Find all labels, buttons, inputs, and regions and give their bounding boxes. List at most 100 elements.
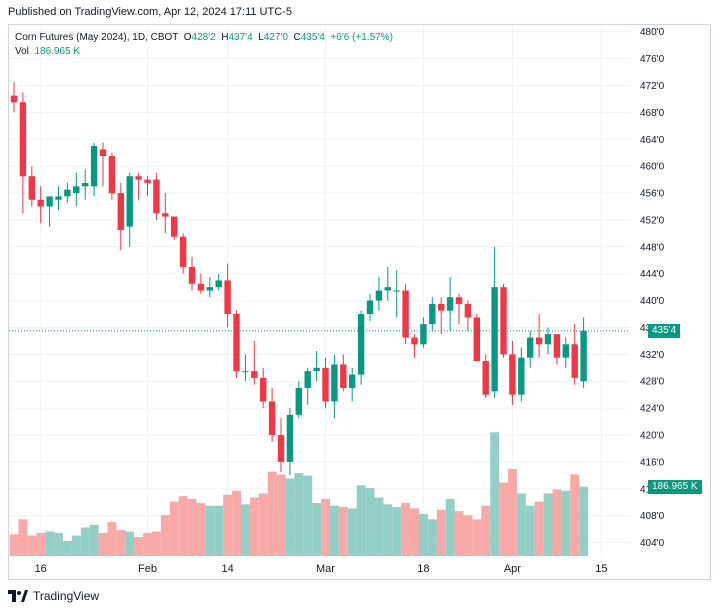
y-tick-label: 472'0 [640, 81, 665, 92]
candle-body [562, 344, 569, 358]
volume-bar [374, 497, 384, 556]
volume-bar [196, 502, 206, 556]
candle-body [420, 324, 427, 345]
legend-row-volume: Vol 186.965 K [15, 45, 393, 59]
candle-body [46, 196, 53, 207]
volume-bar [463, 515, 473, 556]
candle-body [233, 314, 240, 372]
y-tick-label: 428'0 [640, 377, 665, 388]
volume-bar [143, 532, 152, 556]
y-tick-label: 452'0 [640, 215, 665, 226]
y-tick-label: 460'0 [640, 162, 665, 173]
candle-body [509, 354, 516, 395]
x-tick-label: Feb [138, 563, 157, 575]
candle-body [19, 102, 27, 177]
x-tick-label: 16 [35, 563, 47, 575]
volume-bar [285, 478, 295, 556]
legend-open-label: O [183, 32, 192, 43]
volume-bar [347, 508, 357, 556]
volume-bar [169, 501, 179, 556]
volume-bar [267, 471, 277, 556]
candle-body [500, 287, 507, 355]
x-tick-label: 18 [417, 563, 429, 575]
volume-bar [258, 493, 268, 556]
candle-body [188, 266, 196, 284]
volume-bar [445, 498, 455, 556]
candle-body [260, 377, 267, 402]
candle-body [242, 371, 249, 373]
volume-bar [525, 505, 535, 556]
legend-close-label: C [293, 32, 301, 43]
candle-body [313, 367, 320, 372]
candle-body [464, 303, 472, 318]
candle-body [117, 193, 124, 231]
y-tick-label: 476'0 [640, 54, 665, 65]
candle-body [215, 280, 222, 288]
volume-bar [232, 490, 241, 556]
legend-high-label: H [221, 32, 229, 43]
y-tick-label: 408'0 [640, 511, 665, 522]
volume-bar [294, 473, 304, 556]
volume-bar [214, 505, 224, 556]
candle-body [375, 290, 383, 301]
volume-bar [552, 489, 562, 556]
volume-bar [472, 519, 482, 556]
volume-bar [223, 494, 233, 556]
candle-body [99, 149, 107, 157]
legend-volume-value: 186.965 K [34, 46, 81, 57]
footer: TradingView [8, 586, 99, 606]
volume-bar [312, 502, 322, 556]
volume-bar [205, 505, 215, 556]
candle-body [224, 280, 231, 315]
candle-body [446, 297, 454, 311]
candle-body [518, 357, 525, 395]
legend-row-ohlc: Corn Futures (May 2024), 1D, CBOT O428'2… [15, 31, 393, 45]
legend-symbol: Corn Futures (May 2024), 1D, CBOT [15, 32, 179, 43]
candle-body [153, 179, 160, 214]
legend-close-value: 435'4 [300, 32, 325, 43]
published-note: Published on TradingView.com, Apr 12, 20… [8, 6, 292, 18]
candle-body [144, 179, 151, 183]
volume-bar [9, 534, 19, 556]
candle-body [162, 213, 169, 217]
candle-body [64, 189, 71, 197]
candle-body [366, 300, 374, 315]
volume-bar [303, 475, 313, 556]
y-tick-label: 432'0 [640, 350, 665, 361]
volume-bar [383, 504, 393, 556]
y-tick-label: 448'0 [640, 242, 665, 253]
y-tick-label: 440'0 [640, 296, 665, 307]
candle-body [482, 361, 489, 395]
volume-bar [187, 498, 197, 556]
y-tick-label: 464'0 [640, 135, 665, 146]
candle-body [340, 364, 347, 388]
y-tick-label: 444'0 [640, 269, 665, 280]
volume-bar [54, 532, 63, 556]
candle-body [206, 287, 213, 291]
candle-body [527, 337, 534, 358]
y-tick-label: 420'0 [640, 431, 665, 442]
x-tick-label: Mar [316, 563, 335, 575]
volume-bar [561, 490, 571, 556]
y-tick-label: 468'0 [640, 108, 665, 119]
candle-body [571, 344, 578, 378]
volume-bar [116, 530, 126, 556]
volume-bar [249, 497, 259, 556]
volume-bar [107, 522, 117, 556]
legend-volume-label: Vol [15, 46, 29, 57]
candle-body [491, 287, 498, 392]
volume-bar [454, 511, 464, 556]
volume-bar [134, 536, 144, 556]
volume-bar [401, 502, 411, 556]
volume-tag: 186.965 K [648, 480, 702, 494]
y-tick-label: 424'0 [640, 404, 665, 415]
chart-frame[interactable] [8, 24, 711, 580]
candle-body [82, 182, 89, 187]
x-tick-label: 15 [595, 563, 607, 575]
y-tick-label: 456'0 [640, 189, 665, 200]
candle-body [108, 156, 116, 194]
candle-body [580, 330, 587, 382]
legend-high-value: 437'4 [228, 32, 253, 43]
volume-bar [410, 508, 419, 556]
